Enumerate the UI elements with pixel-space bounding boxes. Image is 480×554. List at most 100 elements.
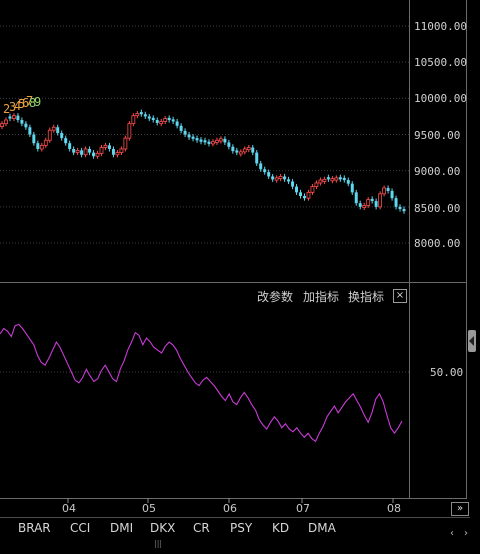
candle-body bbox=[394, 198, 398, 207]
candle-body bbox=[127, 123, 132, 139]
panel-frame bbox=[0, 0, 470, 518]
candle-body bbox=[155, 120, 159, 123]
price-tick-label: 8000.00 bbox=[414, 237, 461, 250]
time-tick-label: 06 bbox=[223, 502, 237, 515]
candle-body bbox=[251, 147, 255, 153]
change-params-button[interactable]: 改参数 bbox=[257, 290, 294, 304]
candle-body bbox=[147, 116, 151, 119]
candle-body bbox=[47, 129, 52, 141]
candle-body bbox=[64, 138, 68, 144]
candle-body bbox=[255, 152, 259, 164]
time-tick-label: 04 bbox=[62, 502, 76, 515]
candle-body bbox=[143, 114, 147, 117]
seq-number: 6 bbox=[22, 96, 30, 110]
candle-body bbox=[187, 134, 191, 138]
tab-brar[interactable]: BRAR bbox=[18, 521, 51, 535]
candle-body bbox=[246, 147, 251, 151]
candle-body bbox=[72, 148, 76, 153]
candle-body bbox=[287, 179, 291, 182]
tab-dmi[interactable]: DMI bbox=[110, 521, 134, 535]
candle-body bbox=[238, 151, 243, 155]
candle-body bbox=[83, 148, 88, 156]
tab-dkx[interactable]: DKX bbox=[150, 521, 176, 535]
candle-body bbox=[227, 142, 231, 147]
candle-body bbox=[199, 139, 203, 142]
candle-body bbox=[342, 177, 346, 181]
seq-number: 9 bbox=[34, 95, 42, 109]
candle-body bbox=[39, 144, 44, 150]
candle-body bbox=[139, 112, 143, 115]
candle-body bbox=[267, 172, 271, 177]
candle-body bbox=[402, 209, 406, 212]
candle-body bbox=[159, 121, 164, 125]
candle-body bbox=[8, 116, 12, 119]
candle-body bbox=[346, 180, 350, 184]
candle-body bbox=[338, 177, 342, 180]
candle-body bbox=[207, 141, 211, 144]
candle-body bbox=[68, 143, 72, 149]
candle-body bbox=[119, 148, 124, 153]
tab-dma[interactable]: DMA bbox=[308, 521, 336, 535]
candle-body bbox=[179, 125, 183, 131]
candle-body bbox=[36, 143, 40, 149]
candle-body bbox=[203, 140, 207, 143]
seq-number: 8 bbox=[29, 96, 37, 110]
candle-body bbox=[131, 115, 136, 125]
candle-body bbox=[278, 176, 283, 180]
add-indicator-button[interactable]: 加指标 bbox=[303, 290, 340, 304]
candle-body bbox=[291, 181, 295, 187]
candle-body bbox=[302, 195, 306, 199]
candle-body bbox=[183, 130, 187, 135]
price-tick-label: 10000.00 bbox=[414, 92, 467, 105]
candle-body bbox=[295, 186, 299, 193]
candle-body bbox=[12, 115, 16, 119]
candle-body bbox=[175, 121, 179, 126]
collapse-sidebar-handle[interactable] bbox=[468, 330, 476, 352]
candlestick-series bbox=[0, 109, 406, 214]
candle-body bbox=[4, 119, 8, 125]
resize-grip-icon[interactable]: ||| bbox=[154, 539, 163, 548]
candle-body bbox=[32, 134, 36, 144]
tab-kd[interactable]: KD bbox=[272, 521, 290, 535]
candle-body bbox=[24, 123, 28, 128]
candle-body bbox=[195, 138, 199, 141]
tab-cr[interactable]: CR bbox=[193, 521, 210, 535]
scroll-right-button[interactable]: › bbox=[464, 528, 468, 539]
candle-body bbox=[334, 177, 339, 181]
candle-body bbox=[299, 192, 303, 196]
candle-body bbox=[231, 146, 235, 152]
scroll-left-button[interactable]: ‹ bbox=[450, 528, 454, 539]
candle-body bbox=[211, 141, 215, 145]
candle-body bbox=[28, 127, 32, 135]
candle-body bbox=[56, 127, 60, 134]
candle-body bbox=[107, 145, 111, 149]
candle-body bbox=[242, 148, 247, 153]
candle-body bbox=[103, 144, 108, 148]
seq-number: 4 bbox=[14, 99, 22, 113]
candle-body bbox=[75, 150, 80, 153]
candle-body bbox=[366, 199, 371, 206]
seq-number: 7 bbox=[26, 94, 34, 108]
time-tick-label: 05 bbox=[142, 502, 156, 515]
candle-body bbox=[20, 120, 24, 124]
tab-cci[interactable]: CCI bbox=[70, 521, 91, 535]
candle-body bbox=[123, 137, 128, 150]
candle-body bbox=[0, 123, 4, 127]
tab-psy[interactable]: PSY bbox=[230, 521, 253, 535]
candle-body bbox=[95, 152, 100, 157]
candle-body bbox=[350, 183, 354, 193]
close-indicator-button[interactable]: × bbox=[393, 289, 407, 303]
candle-body bbox=[16, 115, 20, 121]
indicator-line bbox=[0, 323, 403, 443]
grid-layer bbox=[0, 25, 409, 373]
expand-tabs-button[interactable]: » bbox=[451, 502, 469, 516]
candle-body bbox=[398, 206, 402, 210]
candle-body bbox=[362, 204, 367, 208]
seq-number: 3 bbox=[9, 100, 17, 114]
candle-body bbox=[326, 177, 330, 180]
candle-body bbox=[80, 150, 84, 155]
switch-indicator-button[interactable]: 换指标 bbox=[348, 290, 385, 304]
price-tick-label: 11000.00 bbox=[414, 20, 467, 33]
